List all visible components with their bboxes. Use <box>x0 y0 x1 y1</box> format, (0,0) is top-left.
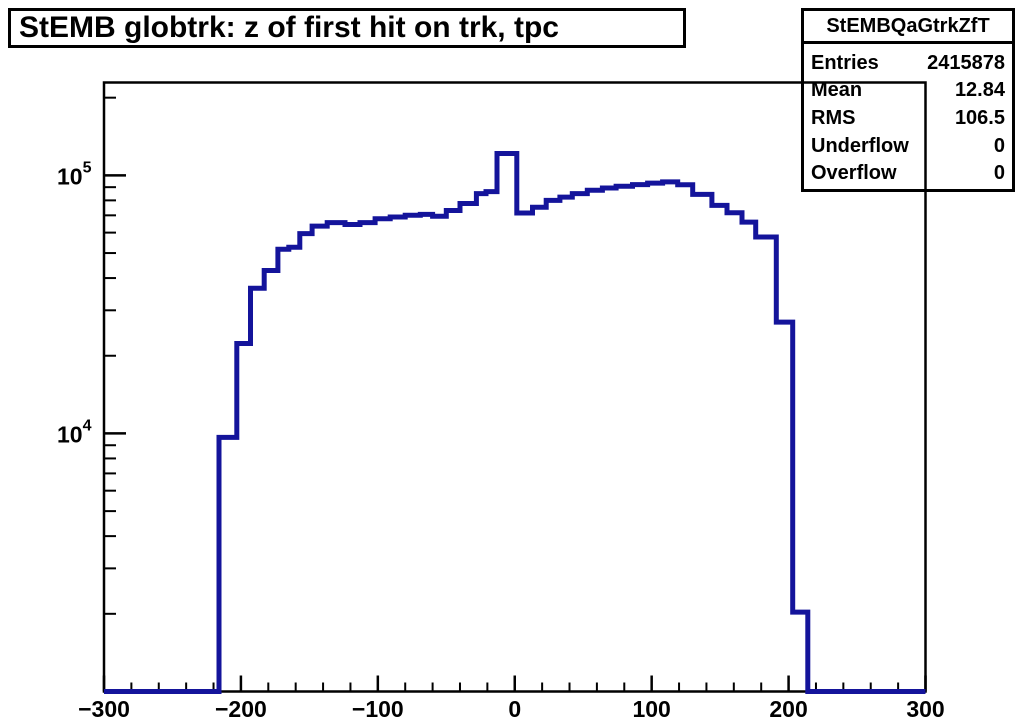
x-tick-label: 0 <box>508 696 521 722</box>
stat-value: 12.84 <box>954 79 1005 102</box>
stat-label: Entries <box>811 51 879 74</box>
histogram-line <box>104 151 926 694</box>
stat-value: 0 <box>993 162 1005 185</box>
stats-rows: Entries 2415878 Mean 12.84 RMS 106.5 Und… <box>804 47 1012 189</box>
page-title: StEMB globtrk: z of first hit on trk, tp… <box>19 11 559 44</box>
stat-value: 2415878 <box>927 51 1005 74</box>
title-box: StEMB globtrk: z of first hit on trk, tp… <box>8 8 686 48</box>
stat-row-underflow: Underflow 0 <box>804 133 1012 159</box>
x-tick-label: 200 <box>769 696 807 722</box>
stat-row-overflow: Overflow 0 <box>804 160 1012 186</box>
stat-row-rms: RMS 106.5 <box>804 105 1012 131</box>
x-tick-label: 300 <box>906 696 944 722</box>
stat-label: RMS <box>811 106 856 129</box>
stat-label: Underflow <box>811 134 909 157</box>
y-tick-label: 105 <box>57 159 92 189</box>
stats-box: StEMBQaGtrkZfT Entries 2415878 Mean 12.8… <box>801 8 1015 192</box>
x-tick-label: 100 <box>632 696 670 722</box>
x-tick-label: −100 <box>352 696 404 722</box>
stat-value: 106.5 <box>954 106 1005 129</box>
x-tick-label: −200 <box>215 696 267 722</box>
stat-row-mean: Mean 12.84 <box>804 77 1012 103</box>
x-tick-label: −300 <box>78 696 130 722</box>
y-tick-label: 104 <box>57 417 92 447</box>
stat-row-entries: Entries 2415878 <box>804 50 1012 76</box>
stats-box-title: StEMBQaGtrkZfT <box>804 11 1012 44</box>
stat-label: Mean <box>811 79 863 102</box>
stat-value: 0 <box>993 134 1005 157</box>
stat-label: Overflow <box>811 162 897 185</box>
